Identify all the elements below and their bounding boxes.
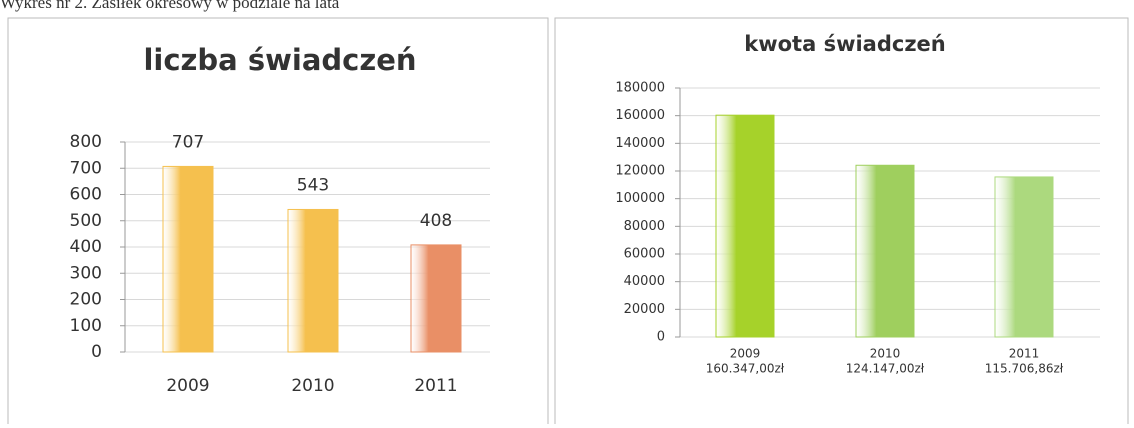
x-tick-label: 2009	[166, 376, 209, 396]
x-tick-label: 2010	[291, 376, 334, 396]
bar	[994, 176, 1054, 338]
y-tick-label: 40000	[624, 274, 665, 289]
y-tick-label: 100	[70, 316, 102, 336]
value-label: 160.347,00zł	[706, 362, 785, 376]
y-tick-label: 200	[70, 290, 102, 310]
y-tick-label: 600	[70, 185, 102, 205]
y-tick-label: 300	[70, 263, 102, 283]
y-tick-label: 180000	[615, 81, 665, 96]
bar	[287, 208, 339, 353]
x-tick-label: 2010	[870, 347, 901, 361]
caption: Wykres nr 2. Zasiłek okresowy w podziale…	[0, 0, 340, 12]
x-tick-label: 2011	[414, 376, 457, 396]
y-tick-label: 80000	[624, 219, 665, 234]
y-tick-label: 800	[70, 132, 102, 152]
y-tick-label: 120000	[615, 164, 665, 179]
value-label: 408	[420, 211, 452, 231]
x-tick-label: 2009	[730, 347, 761, 361]
y-tick-label: 400	[70, 237, 102, 257]
chart-title: liczba świadczeń	[143, 43, 416, 77]
y-tick-label: 700	[70, 158, 102, 178]
y-tick-label: 20000	[624, 302, 665, 317]
y-tick-label: 0	[91, 342, 102, 362]
bar	[715, 114, 775, 338]
y-tick-label: 160000	[615, 108, 665, 123]
value-label: 115.706,86zł	[985, 362, 1064, 376]
y-tick-label: 100000	[615, 191, 665, 206]
y-tick-label: 500	[70, 211, 102, 231]
y-tick-label: 0	[657, 330, 665, 345]
value-label: 707	[172, 132, 204, 152]
bar	[855, 164, 915, 338]
bar	[410, 244, 462, 353]
bar	[162, 165, 214, 353]
chart-title: kwota świadczeń	[744, 32, 945, 56]
x-tick-label: 2011	[1009, 347, 1040, 361]
value-label: 124.147,00zł	[846, 362, 925, 376]
y-tick-label: 60000	[624, 247, 665, 262]
panel	[7, 17, 549, 428]
y-tick-label: 140000	[615, 136, 665, 151]
value-label: 543	[297, 175, 329, 195]
